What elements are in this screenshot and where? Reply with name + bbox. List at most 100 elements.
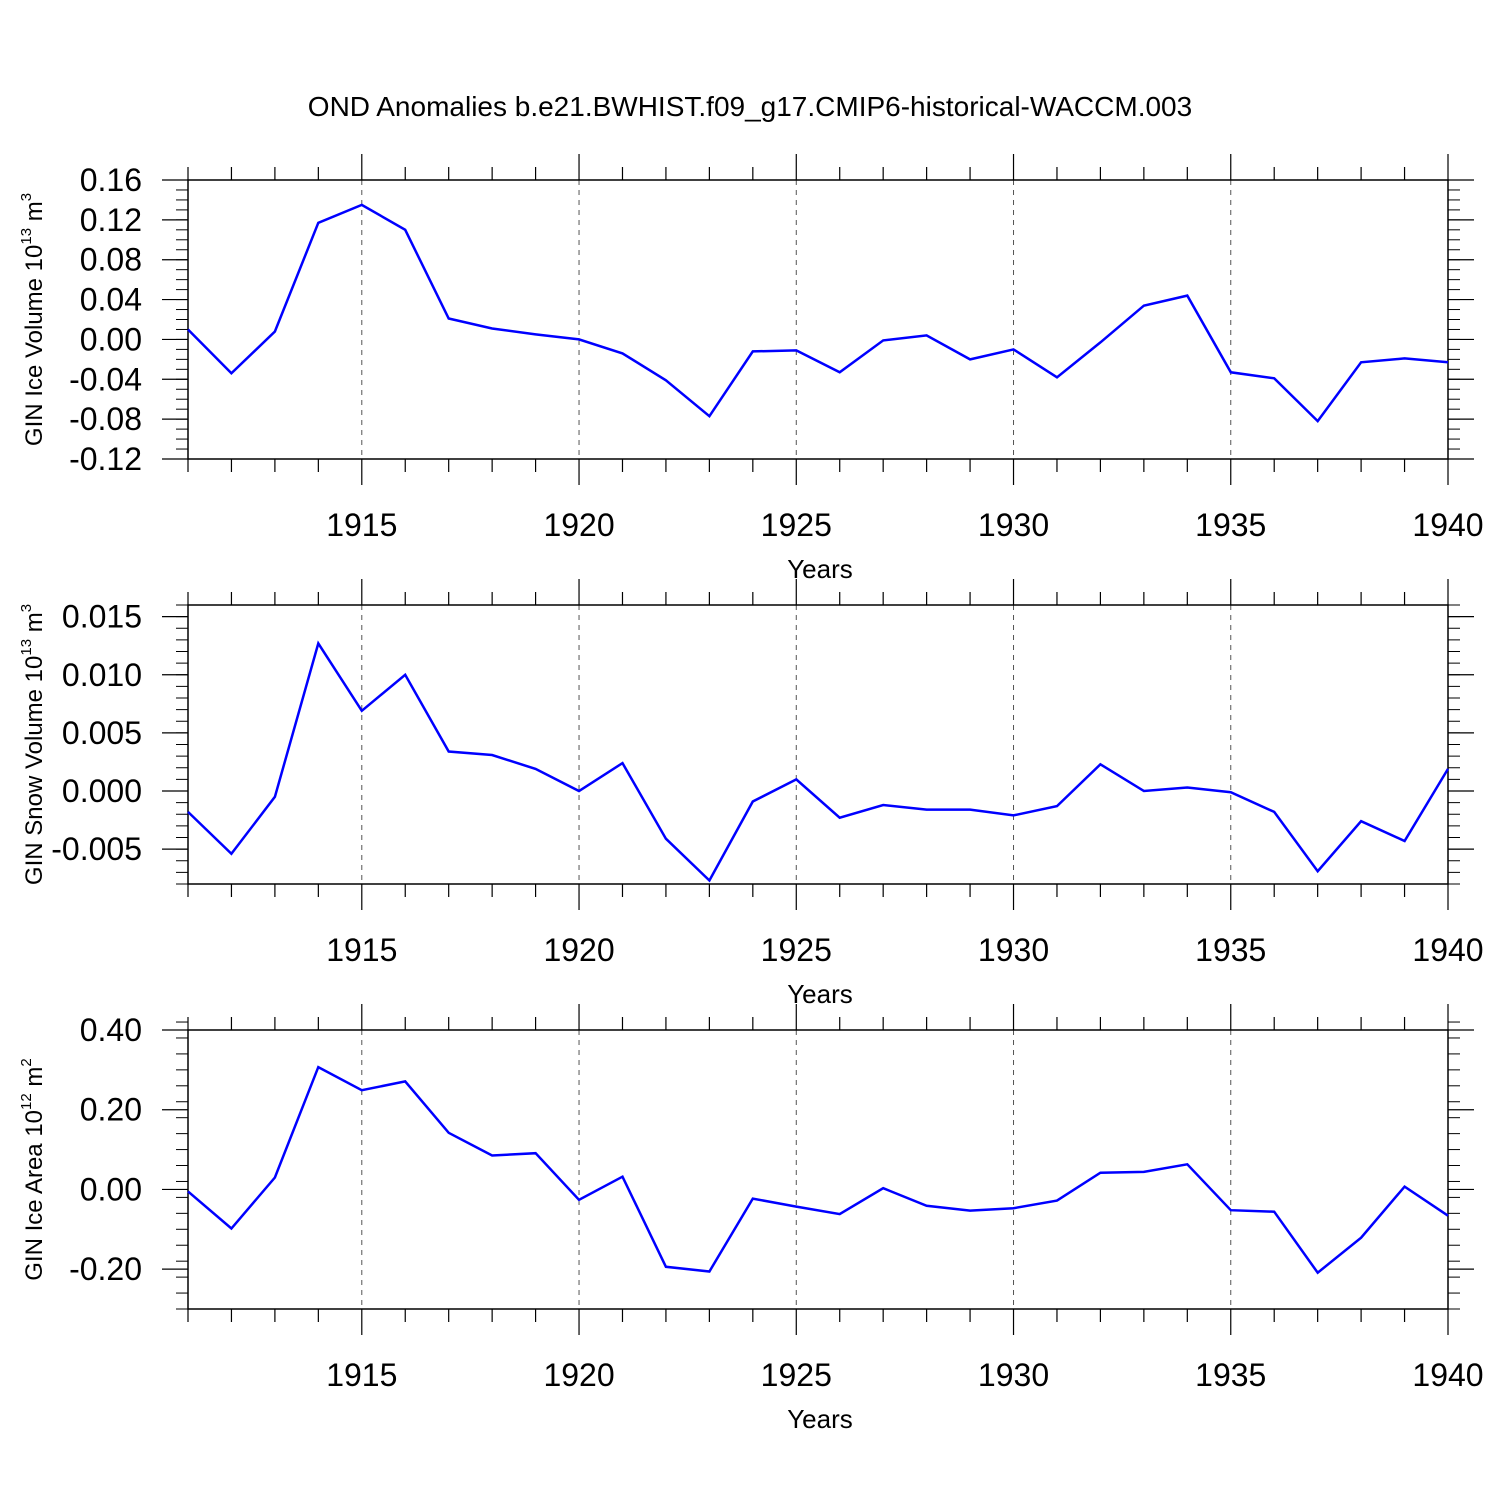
series-line [187, 640, 1450, 883]
chart-panel-3: 1915 1920 1925 1930 1935 1940 0.40 0.20 0.00 -0.2… [18, 1004, 1484, 1434]
x-tick-label: 1935 [1195, 507, 1266, 543]
data-point [534, 333, 536, 335]
data-point [230, 1227, 232, 1229]
y-tick-label: -0.005 [51, 831, 142, 867]
plot-frame [187, 179, 1449, 460]
x-tick-label: 1920 [543, 1357, 614, 1393]
data-point [447, 750, 449, 752]
data-point [839, 817, 841, 819]
data-point [491, 1154, 493, 1156]
data-point [1056, 805, 1058, 807]
data-point [1273, 377, 1275, 379]
data-point [882, 339, 884, 341]
y-tick-label: 0.04 [80, 282, 142, 318]
y-axis-label: GIN Snow Volume 1013 m3 [18, 604, 48, 885]
data-point [1012, 814, 1014, 816]
data-point [534, 1152, 536, 1154]
data-point [230, 372, 232, 374]
data-point [1447, 1215, 1449, 1217]
data-point [1360, 1236, 1362, 1238]
data-point [621, 1175, 623, 1177]
data-point [447, 317, 449, 319]
data-point [187, 1190, 189, 1192]
x-axis-label: Years [787, 1404, 853, 1434]
data-point [1316, 870, 1318, 872]
y-axis-label-exponent: 12 [18, 1093, 35, 1110]
y-tick-label: -0.08 [69, 401, 142, 437]
data-point [274, 330, 276, 332]
data-point [230, 853, 232, 855]
x-tick-label: 1915 [326, 1357, 397, 1393]
data-point [578, 790, 580, 792]
data-point [882, 1187, 884, 1189]
data-point [361, 710, 363, 712]
y-tick-label: -0.20 [69, 1251, 142, 1287]
data-point [534, 768, 536, 770]
series-line [187, 203, 1449, 424]
y-axis-label-unit-exponent: 3 [18, 604, 35, 612]
data-point [882, 804, 884, 806]
y-tick-label: 0.08 [80, 242, 142, 278]
chart-panel-2: 1915 1920 1925 1930 1935 1940 0.015 0.010 0.005 0… [18, 579, 1484, 1009]
data-point [795, 1205, 797, 1207]
data-point [1403, 840, 1405, 842]
data-point [665, 1266, 667, 1268]
data-point [708, 1270, 710, 1272]
data-point [578, 1199, 580, 1201]
x-tick-label: 1920 [543, 507, 614, 543]
data-point [925, 1205, 927, 1207]
data-point [1056, 376, 1058, 378]
data-point [621, 352, 623, 354]
data-point [1186, 294, 1188, 296]
x-tick-label: 1925 [761, 507, 832, 543]
data-point [1143, 1171, 1145, 1173]
data-point [925, 808, 927, 810]
data-point [1230, 371, 1232, 373]
x-tick-label: 1940 [1412, 507, 1483, 543]
data-point [491, 327, 493, 329]
data-point [752, 350, 754, 352]
x-tick-label: 1915 [326, 507, 397, 543]
x-tick-label: 1930 [978, 932, 1049, 968]
data-point [1056, 1199, 1058, 1201]
y-tick-label: 0.005 [62, 715, 142, 751]
data-point [1186, 1163, 1188, 1165]
data-point [1273, 1211, 1275, 1213]
data-point [1447, 768, 1449, 770]
data-point [708, 415, 710, 417]
x-tick-label: 1940 [1412, 1357, 1483, 1393]
plot-frame [187, 1029, 1449, 1310]
data-point [969, 1209, 971, 1211]
data-point [317, 642, 319, 644]
data-point [491, 754, 493, 756]
data-point [317, 1066, 319, 1068]
data-point [447, 1132, 449, 1134]
y-tick-label: 0.00 [80, 321, 142, 357]
x-tick-label: 1925 [761, 932, 832, 968]
y-axis-label: GIN Ice Area 1012 m2 [18, 1058, 48, 1280]
data-point [317, 222, 319, 224]
y-axis-label-exponent: 13 [18, 228, 35, 245]
data-point [1143, 790, 1145, 792]
data-point [1273, 811, 1275, 813]
data-point [274, 1176, 276, 1178]
y-tick-label: 0.010 [62, 657, 142, 693]
data-point [752, 800, 754, 802]
data-point [1099, 1171, 1101, 1173]
y-tick-label: 0.000 [62, 773, 142, 809]
data-point [1230, 1209, 1232, 1211]
data-point [969, 808, 971, 810]
data-point [621, 762, 623, 764]
y-tick-label: 0.16 [80, 162, 142, 198]
data-point [839, 371, 841, 373]
x-tick-label: 1935 [1195, 932, 1266, 968]
x-tick-label: 1940 [1412, 932, 1483, 968]
chart-title: OND Anomalies b.e21.BWHIST.f09_g17.CMIP6… [308, 91, 1192, 122]
data-point [925, 334, 927, 336]
y-tick-label: -0.04 [69, 361, 142, 397]
y-tick-label: 0.40 [80, 1012, 142, 1048]
data-point [578, 338, 580, 340]
plot-frame [187, 604, 1449, 885]
y-tick-label: 0.015 [62, 599, 142, 635]
